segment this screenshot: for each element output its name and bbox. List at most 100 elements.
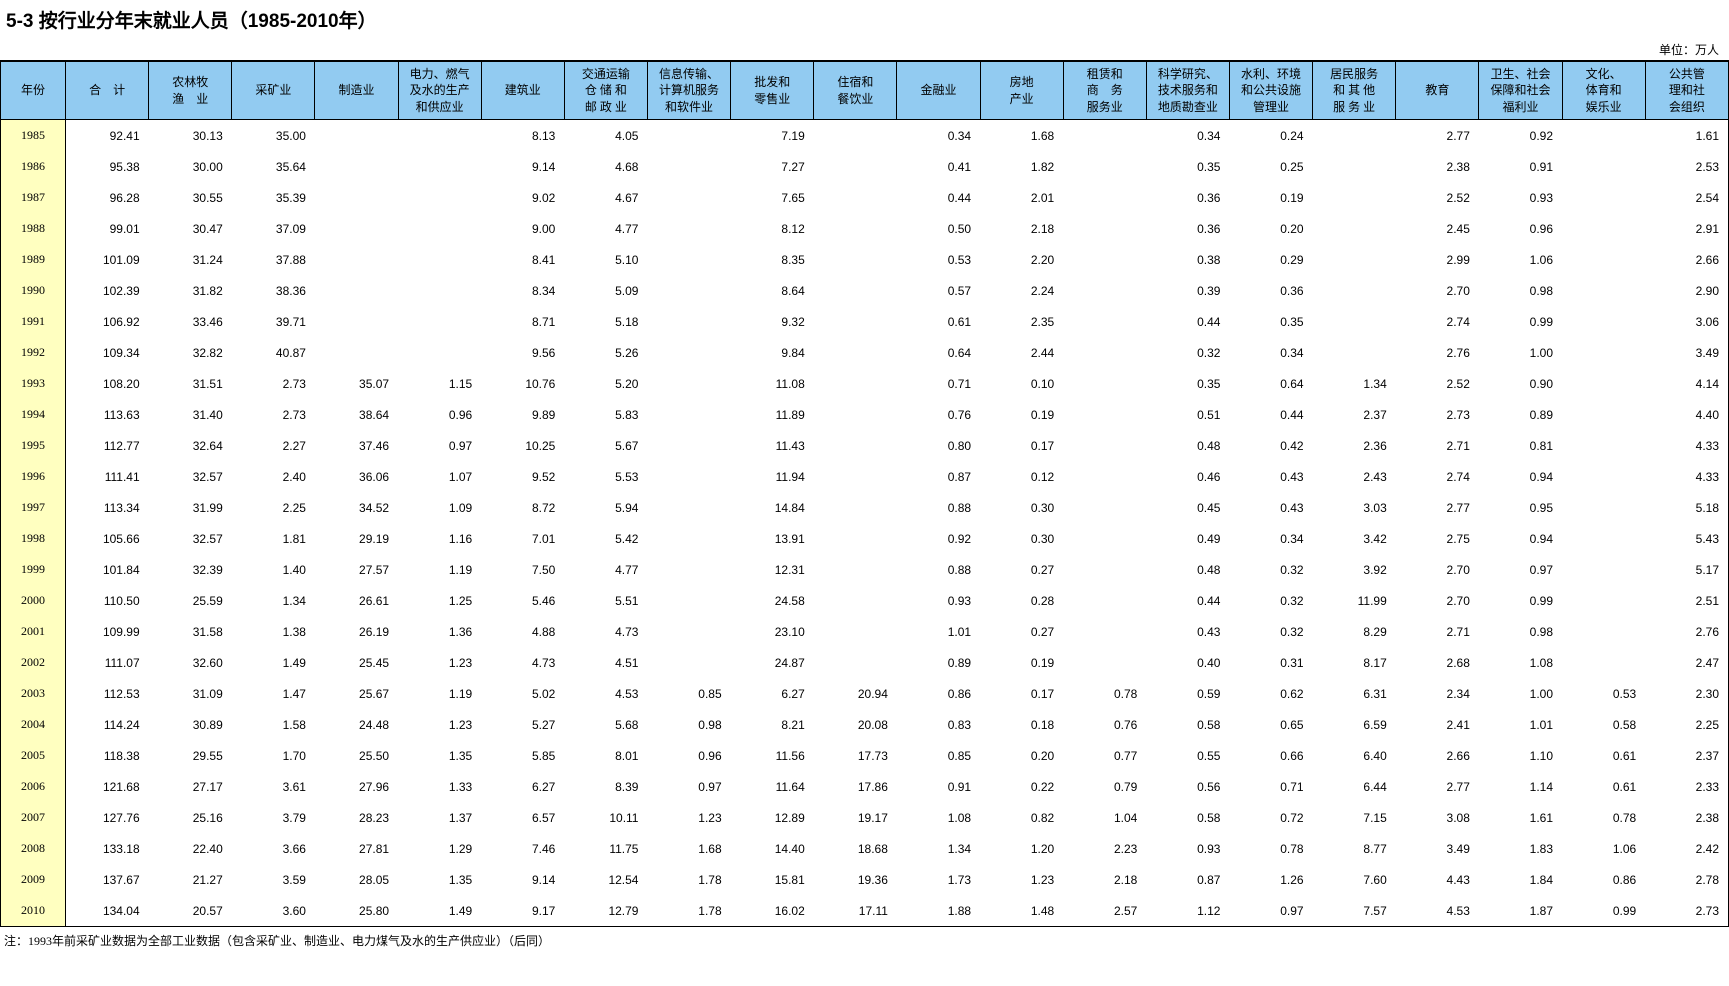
value-cell: 10.25 (525, 438, 556, 453)
value-cell: 25.59 (192, 593, 223, 608)
value-cell: 2.33 (1695, 779, 1719, 794)
value-cell (1562, 213, 1645, 244)
value-cell: 11.64 (775, 779, 805, 794)
value-cell: 1.16 (448, 531, 473, 546)
column-header: 科学研究、 技术服务和 地质勘查业 (1145, 61, 1230, 120)
value-cell: 8.35 (781, 252, 805, 267)
value-cell (315, 182, 398, 213)
value-cell (1562, 647, 1645, 678)
value-cell: 96.28 (109, 190, 140, 205)
value-cell: 27.17 (192, 779, 223, 794)
value-cell: 2.77 (1446, 779, 1470, 794)
value-cell: 0.98 (1529, 624, 1554, 639)
value-cell (1063, 616, 1146, 647)
header-row: 年份合 计农林牧 渔 业采矿业 制造业 电力、燃气 及水的生产 和供应业 建筑业 交通运… (0, 61, 1729, 120)
year-cell: 2002 (0, 647, 66, 678)
value-cell: 2.47 (1695, 655, 1719, 670)
value-cell: 0.92 (947, 531, 972, 546)
value-cell: 2.38 (1695, 810, 1719, 825)
value-cell: 31.40 (192, 407, 223, 422)
value-cell: 6.44 (1363, 779, 1387, 794)
value-cell: 4.05 (615, 128, 639, 143)
value-cell (647, 151, 730, 182)
value-cell (1562, 523, 1645, 554)
value-cell: 1.08 (947, 810, 972, 825)
value-cell: 2.30 (1695, 686, 1719, 701)
year-cell: 2008 (0, 833, 66, 864)
value-cell: 2.25 (1695, 717, 1719, 732)
value-cell: 37.46 (359, 438, 390, 453)
table-row: 1989 101.09 31.24 37.88 8.41 5.10 8.35 0.53 2.20… (0, 244, 1729, 275)
value-cell: 7.46 (531, 841, 556, 856)
value-cell: 0.72 (1280, 810, 1304, 825)
value-cell: 2.20 (1030, 252, 1055, 267)
value-cell: 0.86 (947, 686, 972, 701)
value-cell: 3.08 (1446, 810, 1470, 825)
value-cell: 3.61 (282, 779, 306, 794)
value-cell: 34.52 (359, 500, 390, 515)
value-cell (398, 182, 481, 213)
value-cell: 2.57 (1113, 903, 1138, 918)
value-cell (814, 275, 897, 306)
value-cell: 0.95 (1529, 500, 1554, 515)
value-cell: 11.43 (775, 438, 805, 453)
value-cell: 30.89 (192, 717, 223, 732)
value-cell: 111.41 (104, 469, 140, 484)
value-cell: 11.99 (1357, 593, 1387, 608)
value-cell (1562, 492, 1645, 523)
value-cell: 4.77 (615, 562, 639, 577)
value-cell: 1.00 (1529, 686, 1554, 701)
value-cell: 1.37 (448, 810, 473, 825)
value-cell: 0.66 (1280, 748, 1304, 763)
value-cell: 2.68 (1446, 655, 1470, 670)
value-cell: 2.24 (1030, 283, 1055, 298)
value-cell: 1.36 (448, 624, 473, 639)
value-cell: 3.06 (1695, 314, 1719, 329)
value-cell: 0.59 (1197, 686, 1221, 701)
value-cell: 25.50 (359, 748, 390, 763)
value-cell: 17.86 (857, 779, 888, 794)
value-cell: 5.43 (1695, 531, 1719, 546)
value-cell (1313, 182, 1396, 213)
value-cell: 0.51 (1197, 407, 1221, 422)
value-cell: 5.83 (615, 407, 639, 422)
value-cell: 1.23 (448, 655, 473, 670)
value-cell (647, 554, 730, 585)
value-cell: 4.88 (531, 624, 556, 639)
value-cell: 1.01 (1529, 717, 1554, 732)
value-cell: 0.19 (1280, 190, 1304, 205)
value-cell: 5.68 (615, 717, 639, 732)
value-cell (1063, 120, 1146, 152)
value-cell: 32.64 (192, 438, 223, 453)
value-cell (1562, 399, 1645, 430)
value-cell: 9.00 (531, 221, 556, 236)
value-cell (1562, 275, 1645, 306)
column-header: 文化、 体育和 娱乐业 (1561, 61, 1646, 120)
value-cell (1562, 368, 1645, 399)
table-row: 1986 95.38 30.00 35.64 9.14 4.68 7.27 0.41 1.82 0… (0, 151, 1729, 182)
value-cell (1313, 275, 1396, 306)
value-cell: 16.02 (774, 903, 805, 918)
table-row: 2001 109.99 31.58 1.38 26.19 1.36 4.88 4.73 23.1… (0, 616, 1729, 647)
value-cell: 121.68 (102, 779, 140, 794)
value-cell: 22.40 (192, 841, 223, 856)
value-cell (814, 337, 897, 368)
value-cell: 3.79 (282, 810, 306, 825)
value-cell: 0.71 (1280, 779, 1304, 794)
value-cell: 0.55 (1197, 748, 1221, 763)
value-cell: 4.43 (1446, 872, 1470, 887)
value-cell: 0.41 (947, 159, 972, 174)
value-cell: 11.75 (609, 841, 639, 856)
value-cell (814, 647, 897, 678)
value-cell: 9.89 (531, 407, 556, 422)
value-cell (1063, 523, 1146, 554)
value-cell: 127.76 (102, 810, 140, 825)
value-cell: 1.68 (1030, 128, 1055, 143)
value-cell: 2.66 (1446, 748, 1470, 763)
value-cell: 2.52 (1446, 190, 1470, 205)
value-cell (647, 182, 730, 213)
value-cell: 7.50 (531, 562, 556, 577)
value-cell: 12.31 (774, 562, 805, 577)
column-header: 金融业 (896, 61, 981, 120)
value-cell: 0.58 (1197, 717, 1221, 732)
